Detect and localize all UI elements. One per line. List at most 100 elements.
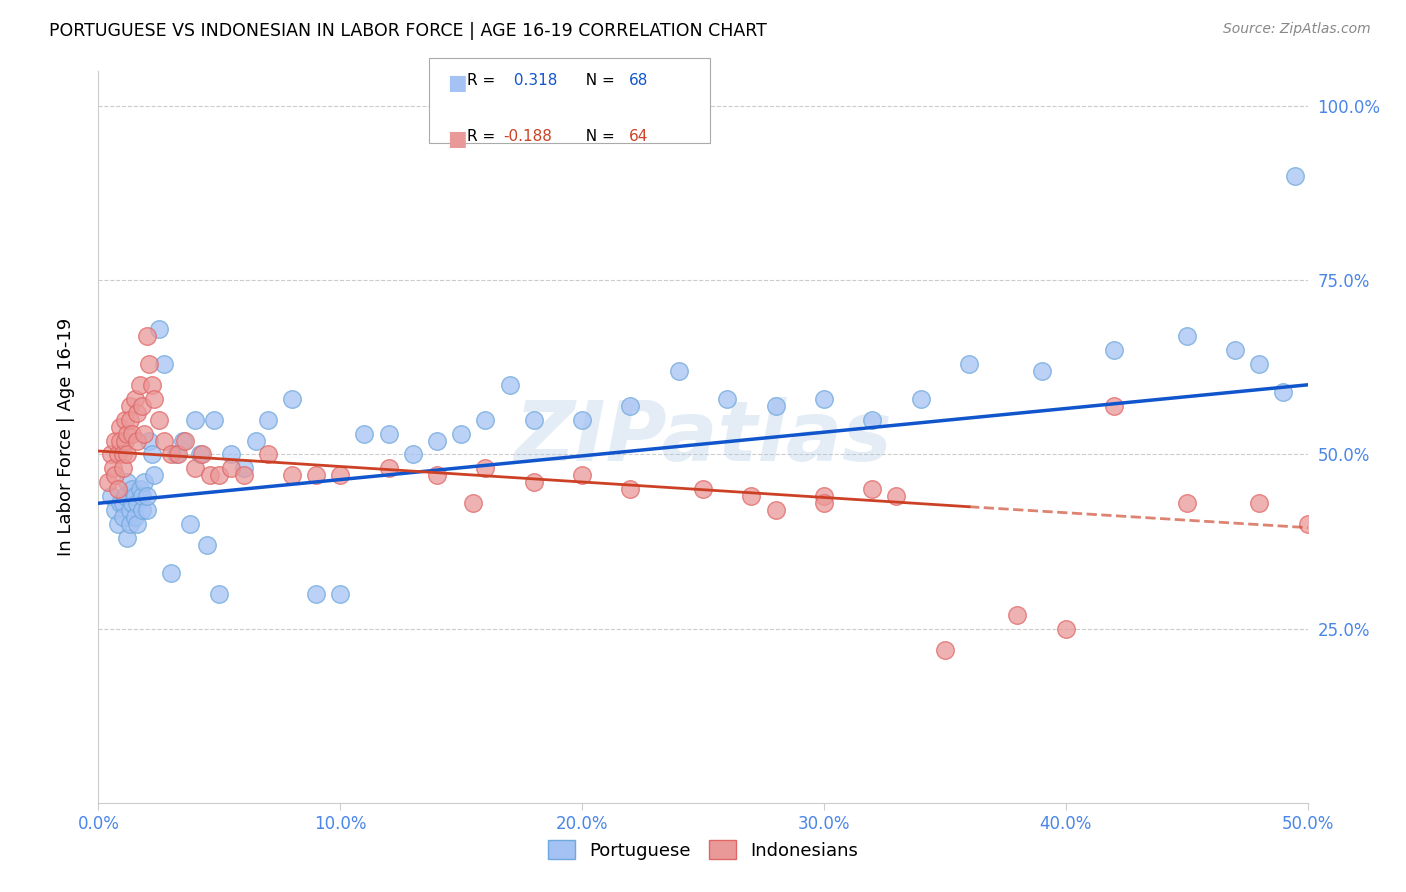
Point [188,448,211,462]
Point [121,496,143,510]
Point [134,426,156,441]
Point [104,468,127,483]
Text: 68: 68 [628,73,648,88]
Point [208,468,231,483]
Point [353,426,375,441]
Point [160,448,183,462]
Point [1284,169,1306,183]
Point [184,461,207,475]
Point [1102,343,1125,357]
Point [108,496,131,510]
Point [1296,517,1319,532]
Point [474,412,496,426]
Point [114,412,136,426]
Point [131,399,153,413]
Point [117,531,139,545]
Point [329,468,352,483]
Point [1249,357,1271,371]
Point [114,434,136,448]
Point [101,461,124,475]
Point [111,510,134,524]
Point [463,496,485,510]
Point [305,587,328,601]
Point [97,475,120,490]
Text: N =: N = [576,73,620,88]
Point [143,392,166,406]
Point [571,412,593,426]
Point [104,503,127,517]
Point [191,448,214,462]
Point [127,434,149,448]
Point [107,483,129,497]
Point [256,448,278,462]
Point [765,503,787,517]
Point [124,392,146,406]
Point [131,503,153,517]
Point [148,412,170,426]
Text: 64: 64 [628,129,648,145]
Point [221,461,243,475]
Point [118,399,141,413]
Point [104,434,127,448]
Text: -0.188: -0.188 [503,129,553,145]
Point [121,483,143,497]
Point [474,461,496,475]
Point [121,426,143,441]
Text: N =: N = [576,129,620,145]
Point [138,357,160,371]
Point [174,434,197,448]
Point [141,448,163,462]
Point [305,468,328,483]
Point [131,489,153,503]
Point [232,461,254,475]
Point [100,448,122,462]
Point [813,392,835,406]
Point [450,426,472,441]
Legend: Portuguese, Indonesians: Portuguese, Indonesians [540,833,866,867]
Point [934,642,956,657]
Text: R =: R = [467,129,501,145]
Point [1007,607,1029,622]
Point [813,489,835,503]
Point [127,517,149,532]
Point [124,489,146,503]
Point [117,426,139,441]
Text: 0.318: 0.318 [509,73,557,88]
Point [128,483,150,497]
Point [1272,384,1295,399]
Point [619,483,641,497]
Point [910,392,932,406]
Point [135,329,157,343]
Point [111,496,134,510]
Text: ■: ■ [447,129,467,149]
Point [281,468,304,483]
Point [111,461,134,475]
Point [141,377,163,392]
Point [1054,622,1077,636]
Point [138,434,160,448]
Point [198,468,221,483]
Point [107,517,129,532]
Point [668,364,690,378]
Point [1175,329,1198,343]
Point [860,412,883,426]
Point [128,377,150,392]
Point [426,468,449,483]
Point [134,475,156,490]
Point [523,412,546,426]
Point [143,468,166,483]
Point [221,448,243,462]
Point [152,434,174,448]
Text: ■: ■ [447,73,467,93]
Point [167,448,190,462]
Text: Source: ZipAtlas.com: Source: ZipAtlas.com [1223,22,1371,37]
Point [619,399,641,413]
Point [740,489,762,503]
Point [716,392,738,406]
Point [108,434,131,448]
Point [1031,364,1053,378]
Point [172,434,194,448]
Point [100,489,122,503]
Text: R =: R = [467,73,501,88]
Point [204,412,226,426]
